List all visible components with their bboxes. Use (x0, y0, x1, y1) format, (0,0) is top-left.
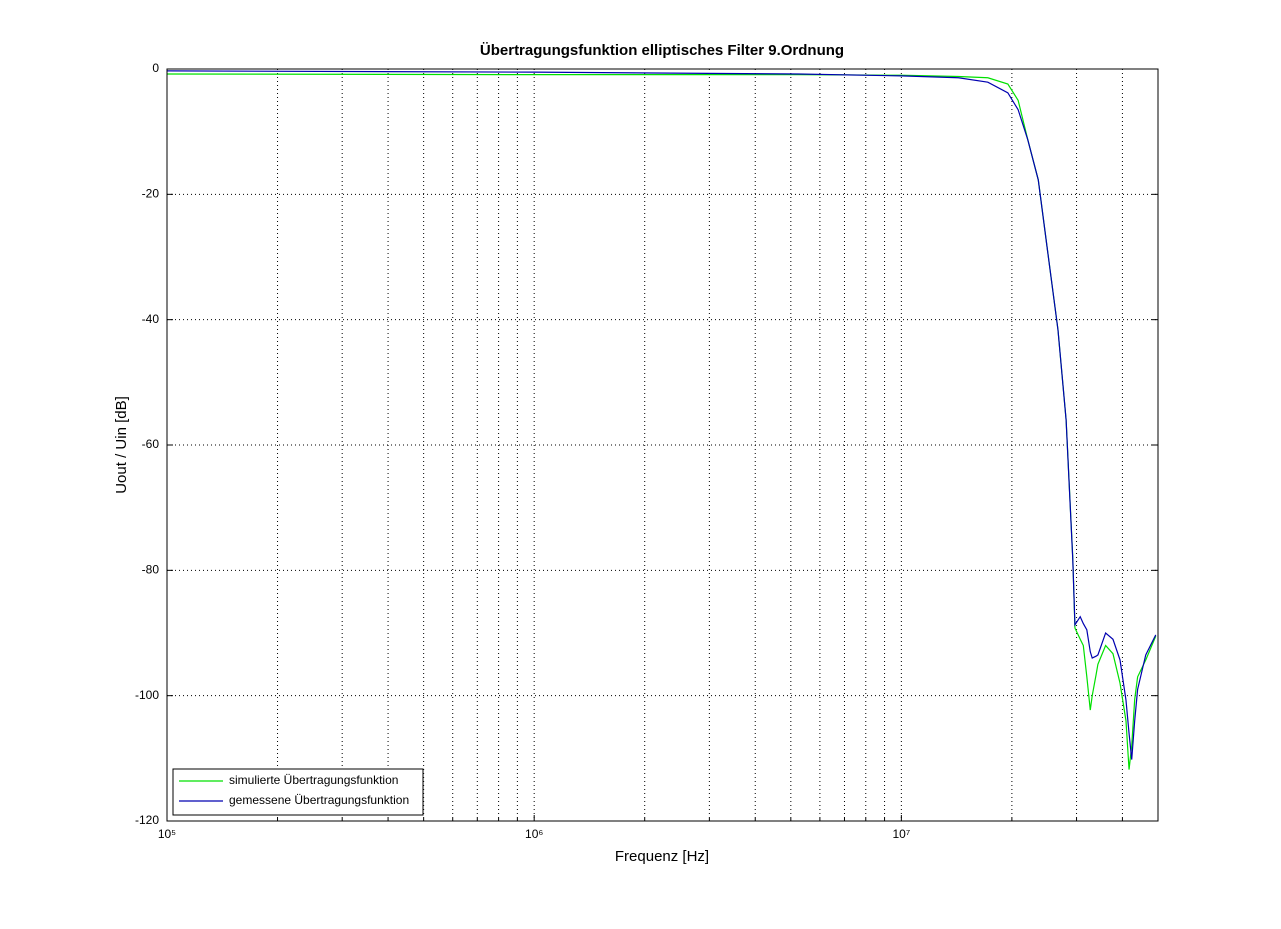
y-tick-label: -40 (142, 312, 160, 326)
x-tick-label: 10⁵ (158, 827, 176, 841)
series-line (167, 73, 1157, 770)
legend-label: simulierte Übertragungsfunktion (229, 773, 398, 787)
legend-box (172, 768, 424, 816)
y-tick-label: -60 (142, 437, 160, 451)
legend-label: gemessene Übertragungsfunktion (229, 793, 409, 807)
y-tick-label: -120 (135, 813, 159, 827)
y-tick-label: 0 (152, 61, 159, 75)
y-axis-label: Uout / Uin [dB] (113, 396, 130, 494)
series-line (167, 70, 1157, 760)
y-tick-label: -20 (142, 187, 160, 201)
y-tick-label: -100 (135, 688, 159, 702)
y-tick-label: -80 (142, 563, 160, 577)
x-tick-label: 10⁶ (525, 827, 543, 841)
x-axis-label: Frequenz [Hz] (615, 848, 709, 865)
x-tick-label: 10⁷ (893, 827, 911, 841)
chart-title: Übertragungsfunktion elliptisches Filter… (480, 42, 844, 59)
plot-area (167, 69, 1158, 821)
